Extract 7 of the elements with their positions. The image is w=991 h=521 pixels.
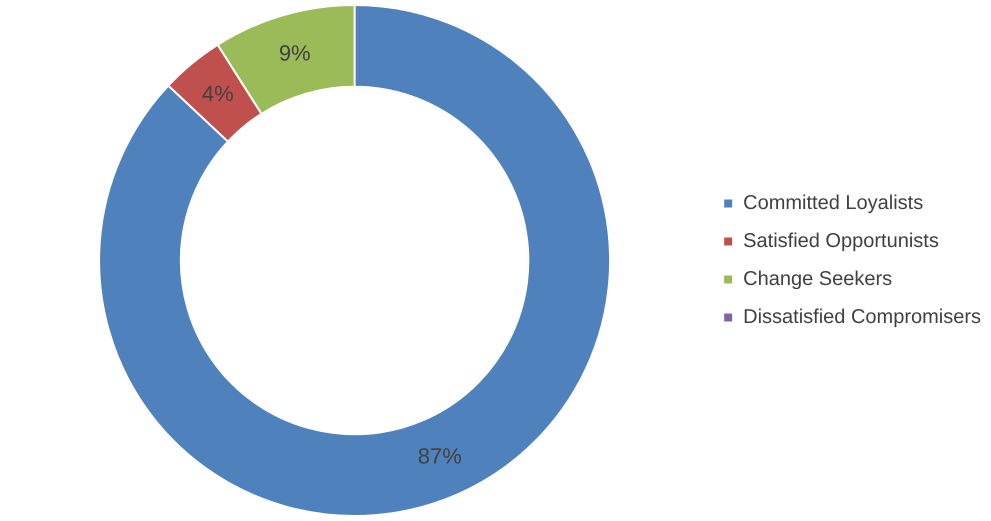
- legend-label: Satisfied Opportunists: [743, 230, 939, 252]
- legend-label: Change Seekers: [743, 268, 892, 290]
- data-label: 4%: [202, 81, 234, 106]
- legend-label: Dissatisfied Compromisers: [743, 306, 982, 328]
- data-label: 87%: [418, 444, 462, 469]
- data-label: 9%: [278, 40, 311, 66]
- legend-label: Committed Loyalists: [743, 192, 924, 214]
